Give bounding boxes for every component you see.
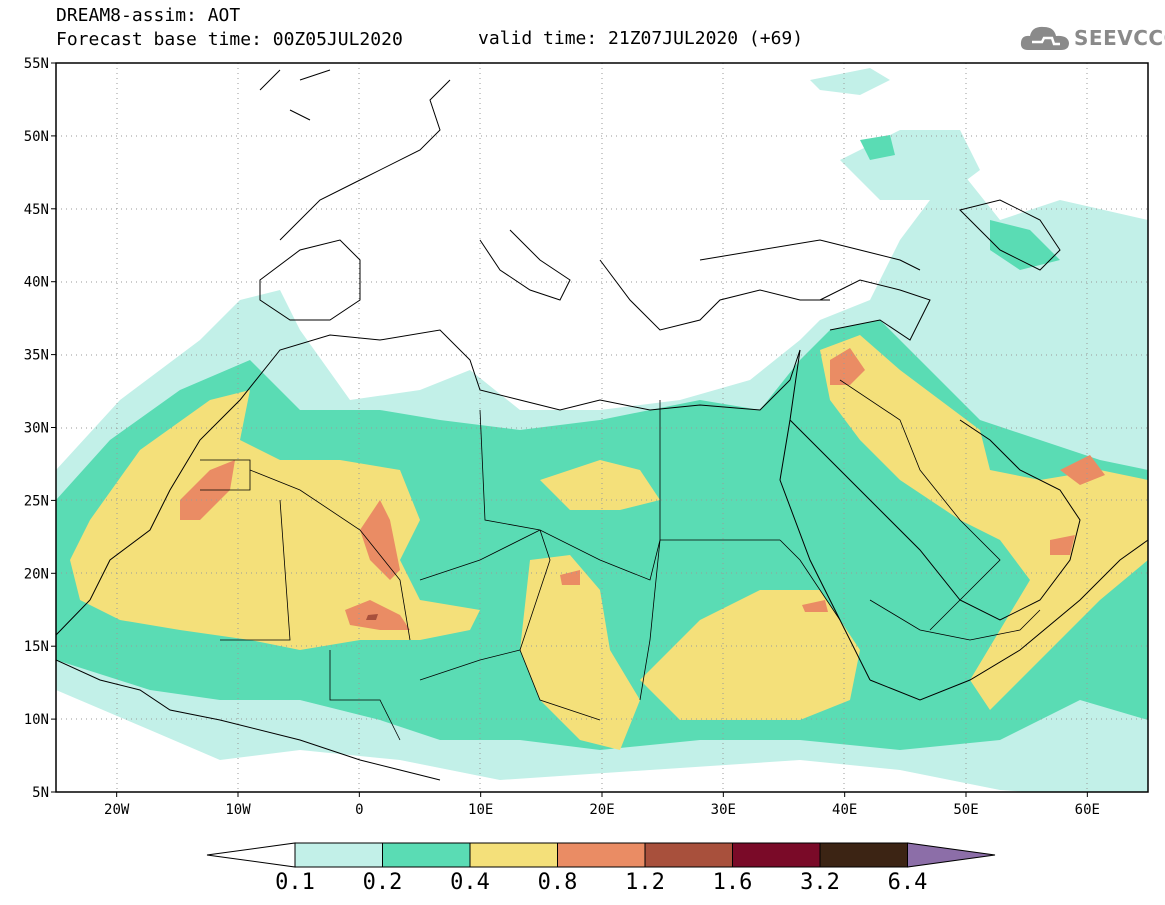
colorbar-label: 0.1 (275, 870, 315, 895)
colorbar-label: 1.6 (713, 870, 753, 895)
base-time: Forecast base time: 00Z05JUL2020 (56, 29, 403, 50)
aot-band-0.4 (70, 390, 480, 650)
aot-band-0.8-b (360, 500, 400, 580)
lat-tick-label: 10N (24, 712, 49, 728)
lon-tick-label: 50E (953, 802, 978, 818)
lat-tick-label: 55N (24, 56, 49, 72)
graticule (56, 63, 1148, 792)
aot-band-0.8-d (830, 348, 865, 385)
colorbar-swatch (732, 842, 821, 868)
aot-band-0.4-b (520, 555, 640, 750)
lat-tick-label: 45N (24, 202, 49, 218)
lat-tick-label: 40N (24, 275, 49, 291)
lat-tick-label: 15N (24, 639, 49, 655)
title-block: DREAM8-assim: AOT Forecast base time: 00… (56, 4, 403, 52)
lat-tick-label: 50N (24, 129, 49, 145)
colorbar-swatch (469, 842, 558, 868)
lon-tick-label: 30E (711, 802, 736, 818)
colorbar-over-arrow (907, 842, 996, 868)
colorbar-swatch (382, 842, 471, 868)
lon-tick-label: 40E (832, 802, 857, 818)
colorbar: 0.1 0.2 0.4 0.8 1.2 1.6 3.2 6.4 (206, 842, 996, 895)
lon-tick-label: 10E (468, 802, 493, 818)
colorbar-swatch (819, 842, 908, 868)
colorbar-label: 0.2 (363, 870, 403, 895)
lat-tick-label: 5N (32, 785, 49, 801)
valid-time: valid time: 21Z07JUL2020 (+69) (478, 28, 804, 49)
colorbar-label: 6.4 (888, 870, 928, 895)
lat-tick-label: 30N (24, 421, 49, 437)
aot-band-1.2 (366, 614, 378, 620)
colorbar-label: 0.8 (538, 870, 578, 895)
lon-tick-label: 20W (104, 802, 130, 818)
colorbar-label: 1.2 (625, 870, 665, 895)
lat-tick-label: 25N (24, 493, 49, 509)
borders (200, 379, 1041, 741)
map-title: DREAM8-assim: AOT (56, 5, 241, 26)
colorbar-under-arrow (206, 842, 296, 868)
aot-band-0.4-e (540, 460, 660, 510)
coastlines (56, 69, 1148, 781)
colorbar-swatch (557, 842, 646, 868)
colorbar-label: 0.4 (450, 870, 490, 895)
aot-band-0.4-d (820, 335, 1148, 710)
lat-tick-label: 20N (24, 566, 49, 582)
lon-tick-label: 60E (1075, 802, 1100, 818)
lon-axis: 20W 10W 0 10E 20E 30E 40E 50E 60E (104, 792, 1100, 818)
lon-tick-label: 10W (225, 802, 251, 818)
colorbar-swatch (644, 842, 733, 868)
logo-text: SEEVCCC (1074, 26, 1165, 50)
aot-field (56, 68, 1148, 792)
lon-tick-label: 0 (355, 802, 363, 818)
aot-band-0.4-c (640, 590, 860, 720)
aot-band-0.2-north (860, 135, 1060, 270)
seevccc-logo: SEEVCCC (1018, 22, 1165, 54)
aot-band-0.1-north (810, 68, 980, 200)
cloud-icon (1020, 26, 1069, 50)
colorbar-swatch (294, 842, 383, 868)
lon-tick-label: 20E (589, 802, 614, 818)
lat-axis: 55N 50N 45N 40N 35N 30N 25N 20N 15N 10N 5N (24, 56, 56, 801)
colorbar-label: 3.2 (800, 870, 840, 895)
lat-tick-label: 35N (24, 348, 49, 364)
